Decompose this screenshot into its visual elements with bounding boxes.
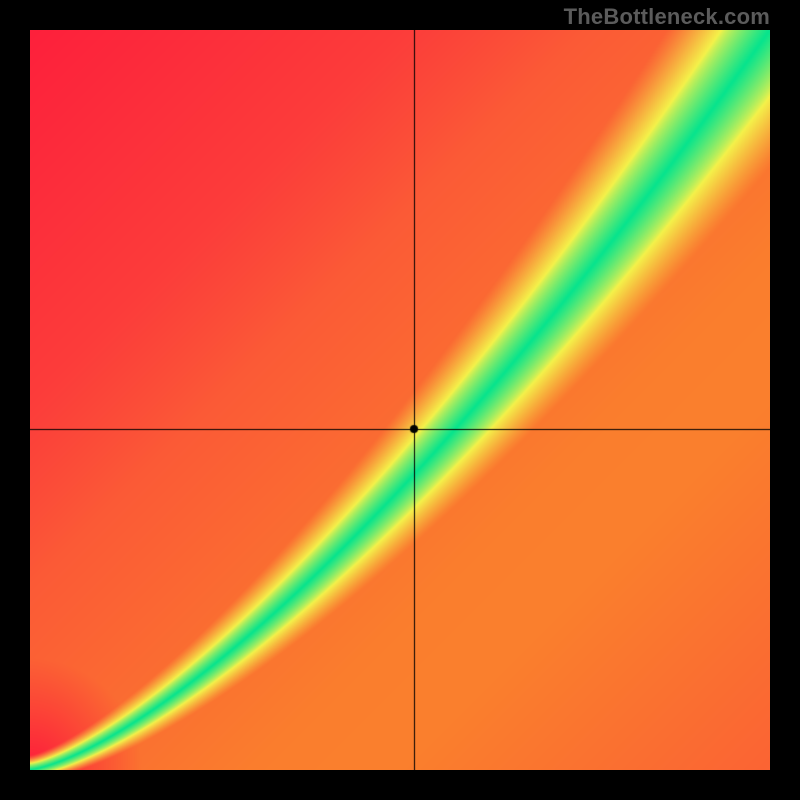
bottleneck-heatmap — [30, 30, 770, 770]
chart-frame: TheBottleneck.com — [0, 0, 800, 800]
watermark-text: TheBottleneck.com — [564, 4, 770, 30]
